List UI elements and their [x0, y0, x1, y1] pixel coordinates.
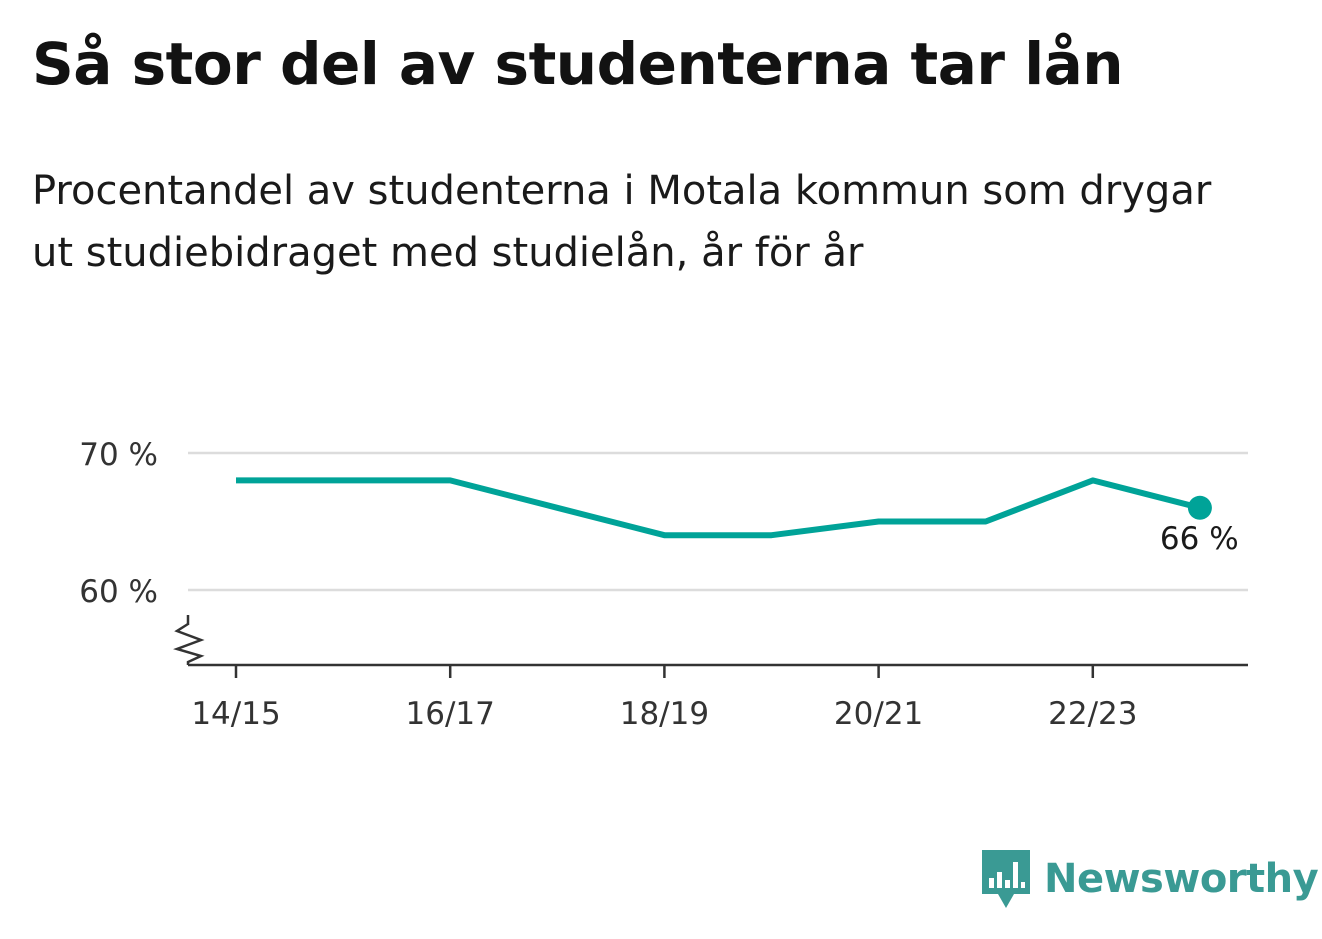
chart-subtitle: Procentandel av studenterna i Motala kom… [32, 168, 1212, 276]
axis-break-icon [173, 622, 205, 665]
x-tick-label: 14/15 [191, 696, 280, 732]
y-tick-label: 60 % [79, 574, 158, 610]
series-line [236, 477, 1201, 539]
newsworthy-logo: Newsworthy [980, 848, 1319, 910]
end-value-label: 66 % [1160, 521, 1239, 557]
x-axis-tick-labels: 14/15 16/17 18/19 20/21 22/23 [191, 665, 1137, 732]
x-axis [173, 615, 1248, 667]
newsworthy-logo-icon [982, 850, 1030, 908]
x-tick-label: 22/23 [1048, 696, 1137, 732]
end-point-marker [1187, 495, 1212, 520]
x-tick-label: 16/17 [406, 696, 495, 732]
gridlines [188, 451, 1248, 592]
y-axis-tick-labels: 60 % 70 % [79, 437, 158, 610]
x-tick-label: 18/19 [620, 696, 709, 732]
brand-name: Newsworthy [1044, 856, 1319, 902]
series-layer [236, 477, 1212, 539]
data-labels: 66 % [1160, 521, 1239, 557]
x-tick-label: 20/21 [834, 696, 923, 732]
chart-title: Så stor del av studenterna tar lån [32, 30, 1124, 98]
y-tick-label: 70 % [79, 437, 158, 473]
